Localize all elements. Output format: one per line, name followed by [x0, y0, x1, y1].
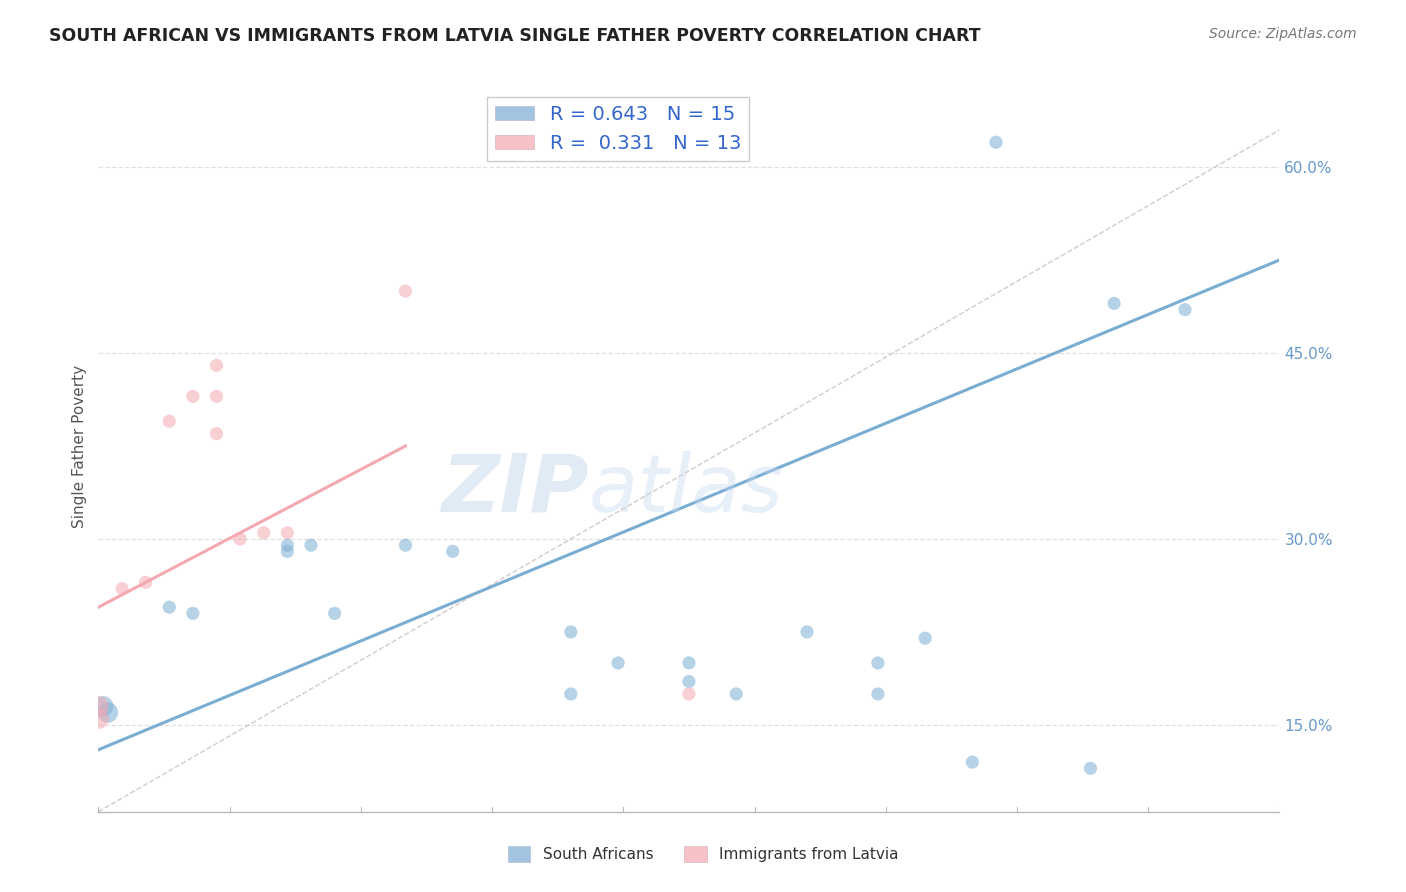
Point — [1174, 302, 1197, 317]
Legend: South Africans, Immigrants from Latvia: South Africans, Immigrants from Latvia — [502, 840, 904, 868]
Point — [914, 631, 936, 645]
Point — [796, 624, 818, 639]
Point — [181, 389, 204, 403]
Legend: R = 0.643   N = 15, R =  0.331   N = 13: R = 0.643 N = 15, R = 0.331 N = 13 — [488, 97, 749, 161]
Point — [678, 656, 700, 670]
Point — [678, 687, 700, 701]
Point — [394, 284, 416, 298]
Point — [560, 687, 582, 701]
Point — [135, 575, 157, 590]
Text: ZIP: ZIP — [441, 450, 589, 529]
Text: SOUTH AFRICAN VS IMMIGRANTS FROM LATVIA SINGLE FATHER POVERTY CORRELATION CHART: SOUTH AFRICAN VS IMMIGRANTS FROM LATVIA … — [49, 27, 981, 45]
Point — [157, 600, 180, 615]
Point — [87, 699, 110, 714]
Point — [205, 426, 228, 441]
Point — [394, 538, 416, 552]
Point — [205, 389, 228, 403]
Y-axis label: Single Father Poverty: Single Father Poverty — [72, 365, 87, 527]
Point — [441, 544, 464, 558]
Point — [866, 687, 889, 701]
Point — [276, 538, 298, 552]
Point — [91, 699, 114, 714]
Point — [607, 656, 630, 670]
Point — [678, 674, 700, 689]
Point — [229, 532, 252, 546]
Point — [97, 706, 120, 720]
Point — [111, 582, 134, 596]
Point — [1102, 296, 1125, 310]
Point — [157, 414, 180, 428]
Point — [323, 607, 346, 621]
Point — [276, 525, 298, 540]
Point — [725, 687, 748, 701]
Text: atlas: atlas — [589, 450, 783, 529]
Point — [560, 624, 582, 639]
Point — [87, 712, 110, 726]
Point — [181, 607, 204, 621]
Point — [962, 755, 984, 769]
Text: Source: ZipAtlas.com: Source: ZipAtlas.com — [1209, 27, 1357, 41]
Point — [205, 359, 228, 373]
Point — [984, 135, 1007, 149]
Point — [866, 656, 889, 670]
Point — [1080, 761, 1102, 775]
Point — [299, 538, 322, 552]
Point — [276, 544, 298, 558]
Point — [253, 525, 276, 540]
